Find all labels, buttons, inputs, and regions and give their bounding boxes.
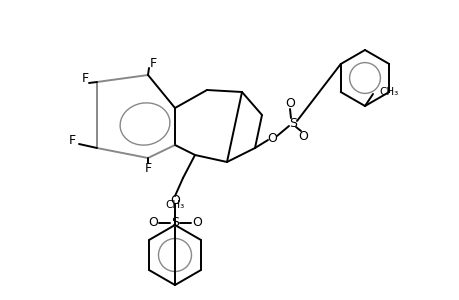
Text: O: O	[148, 217, 157, 230]
Text: F: F	[149, 56, 156, 70]
Text: CH₃: CH₃	[378, 87, 397, 97]
Text: S: S	[171, 217, 179, 230]
Text: S: S	[288, 116, 297, 130]
Text: O: O	[297, 130, 307, 142]
Text: F: F	[81, 71, 89, 85]
Text: F: F	[144, 161, 151, 175]
Text: O: O	[285, 97, 294, 110]
Text: O: O	[267, 131, 276, 145]
Text: O: O	[192, 217, 202, 230]
Text: F: F	[68, 134, 75, 146]
Text: O: O	[170, 194, 179, 208]
Text: CH₃: CH₃	[165, 200, 184, 210]
